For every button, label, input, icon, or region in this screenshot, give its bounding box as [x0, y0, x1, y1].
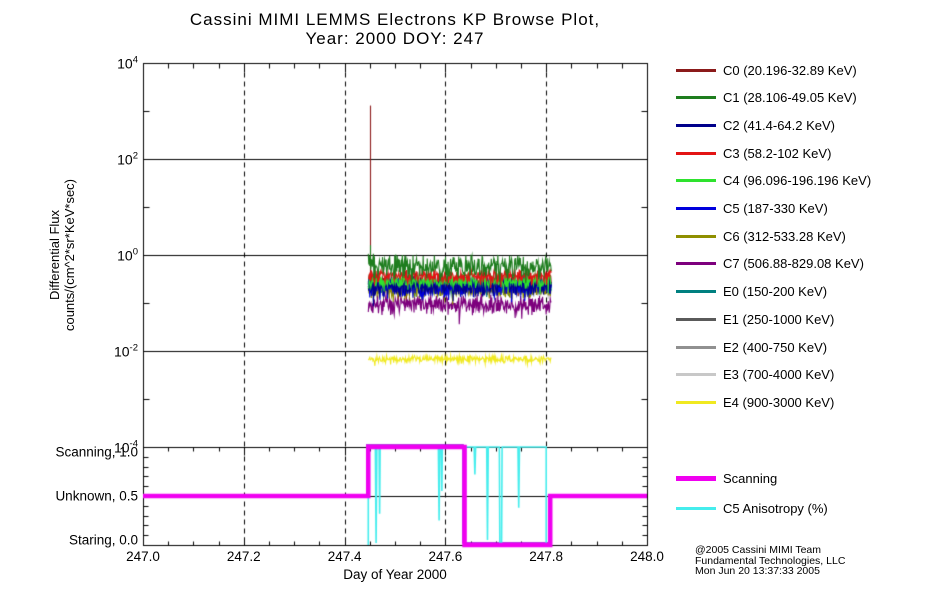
legend-item-e0: E0 (150-200 KeV): [676, 282, 827, 302]
credit-line2: Fundamental Technologies, LLC: [695, 554, 846, 567]
legend-item-e3: E3 (700-4000 KeV): [676, 365, 834, 385]
legend-label: C7 (506.88-829.08 KeV): [723, 256, 864, 272]
legend-item-e1: E1 (250-1000 KeV): [676, 309, 834, 329]
legend-label: Scanning: [723, 470, 778, 486]
x-tick: 247.2: [226, 549, 261, 564]
legend-item-c5: C5 (187-330 KeV): [676, 199, 828, 219]
legend-item-c4: C4 (96.096-196.196 KeV): [676, 171, 871, 191]
legend-swatch-line: [676, 151, 716, 155]
legend-swatch-line: [676, 345, 716, 349]
legend-label: C4 (96.096-196.196 KeV): [723, 173, 872, 189]
legend-label: E3 (700-4000 KeV): [723, 367, 835, 383]
legend-label: E0 (150-200 KeV): [723, 284, 828, 300]
legend-swatch-line: [676, 475, 716, 481]
legend-swatch-line: [676, 400, 716, 404]
legend-item-e4: E4 (900-3000 KeV): [676, 392, 834, 412]
x-axis-label: Day of Year 2000: [343, 567, 447, 582]
legend-label: C1 (28.106-49.05 KeV): [723, 90, 857, 106]
x-tick: 247.6: [428, 549, 463, 564]
status-tick: Scanning, 1.0: [55, 444, 138, 460]
legend-item-c5-anisotropy-: C5 Anisotropy (%): [676, 498, 828, 518]
legend-swatch-line: [676, 290, 716, 294]
legend-label: C3 (58.2-102 KeV): [723, 145, 832, 161]
legend-swatch-line: [676, 179, 716, 183]
legend-swatch-line: [676, 234, 716, 238]
x-tick: 247.0: [126, 549, 160, 564]
legend-swatch-line: [676, 262, 716, 266]
legend-label: C5 Anisotropy (%): [723, 500, 828, 516]
legend-swatch-line: [676, 96, 716, 100]
credit-line1: @2005 Cassini MIMI Team: [695, 544, 822, 556]
status-tick: Staring, 0.0: [68, 532, 138, 548]
legend-swatch-line: [676, 207, 716, 210]
legend-swatch-line: [676, 317, 716, 321]
legend-item-c7: C7 (506.88-829.08 KeV): [676, 254, 864, 274]
legend-swatch-line: [676, 506, 716, 510]
flux-tick-10e2: 102: [117, 150, 138, 168]
legend-item-c1: C1 (28.106-49.05 KeV): [676, 88, 857, 108]
legend-label: E2 (400-750 KeV): [723, 339, 828, 355]
credit-line3: Mon Jun 20 13:37:33 2005: [695, 565, 820, 577]
legend-label: C5 (187-330 KeV): [723, 201, 828, 216]
legend-swatch-line: [676, 68, 716, 72]
legend-item-c2: C2 (41.4-64.2 KeV): [676, 115, 835, 135]
plot-title-line2: Year: 2000 DOY: 247: [305, 29, 485, 48]
plot-title-line1: Cassini MIMI LEMMS Electrons KP Browse P…: [189, 10, 601, 29]
legend-item-c6: C6 (312-533.28 KeV): [676, 226, 846, 246]
flux-tick-10e-2: 10-2: [113, 342, 138, 360]
legend-swatch-line: [676, 373, 716, 377]
legend-label: C2 (41.4-64.2 KeV): [723, 117, 836, 133]
legend-item-scanning: Scanning: [676, 468, 777, 488]
flux-tick-10e0: 100: [117, 246, 138, 264]
x-tick: 247.8: [529, 549, 564, 564]
legend-label: E1 (250-1000 KeV): [723, 311, 835, 327]
legend-item-c0: C0 (20.196-32.89 KeV): [676, 60, 857, 80]
status-tick: Unknown, 0.5: [55, 488, 138, 504]
x-tick: 247.4: [327, 549, 362, 564]
flux-tick-10e-4: 10-4: [113, 438, 138, 456]
legend-item-e2: E2 (400-750 KeV): [676, 337, 827, 357]
x-tick: 248.0: [630, 549, 664, 564]
legend-label: C0 (20.196-32.89 KeV): [723, 62, 857, 78]
legend-swatch-line: [676, 123, 716, 127]
y-axis-label-line1: Differential Flux: [47, 209, 62, 301]
legend-label: C6 (312-533.28 KeV): [723, 228, 846, 244]
flux-tick-10e4: 104: [117, 54, 138, 72]
legend-item-c3: C3 (58.2-102 KeV): [676, 143, 831, 163]
legend-label: E4 (900-3000 KeV): [723, 394, 835, 410]
credit-text: @2005 Cassini MIMI Team Fundamental Tech…: [695, 545, 845, 577]
